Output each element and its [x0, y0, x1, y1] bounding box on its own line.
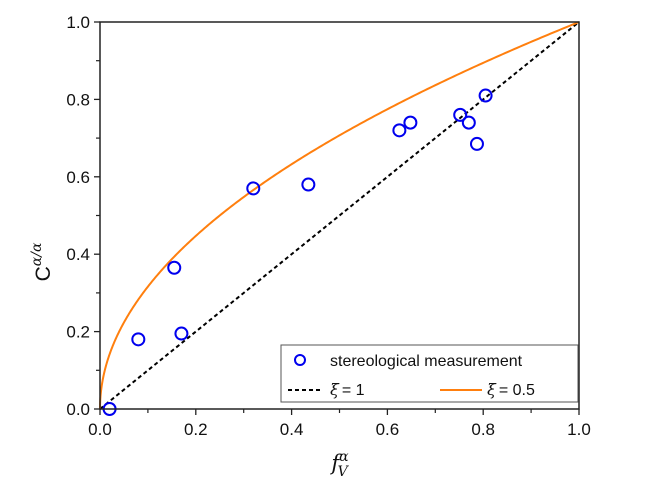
line-xi-0-5	[99, 21, 580, 410]
x-axis-title-main: f	[329, 451, 342, 475]
legend-label-scatter: stereological measurement	[330, 353, 523, 370]
data-point	[167, 260, 182, 275]
x-tick-label: 0.8	[471, 420, 495, 439]
data-point	[461, 115, 476, 130]
legend-label-xi1: ξ = 1	[330, 380, 365, 399]
data-point	[174, 326, 189, 341]
data-point	[246, 181, 261, 196]
legend: stereological measurement ξ = 1 ξ = 0.5	[280, 344, 579, 403]
x-axis: 0.0 0.2 0.4 0.6 0.8 1.0	[88, 409, 591, 439]
legend-xi05-symbol: ξ	[487, 380, 497, 399]
data-point	[392, 123, 407, 138]
curves-layer	[99, 21, 580, 410]
y-axis-title: Cα/α	[29, 242, 55, 281]
data-point	[469, 136, 484, 151]
y-axis-title-sup: α/α	[29, 242, 45, 266]
y-tick-label: 0.2	[66, 323, 90, 342]
y-tick-label: 0.6	[66, 168, 90, 187]
data-point	[478, 88, 493, 103]
x-axis-title: fα V	[329, 449, 349, 480]
legend-xi05-value: = 0.5	[499, 382, 535, 399]
x-axis-title-sup: α	[339, 449, 349, 465]
legend-xi1-value: = 1	[342, 382, 365, 399]
y-tick-label: 1.0	[66, 13, 90, 32]
x-tick-label: 0.2	[184, 420, 208, 439]
legend-xi1-symbol: ξ	[330, 380, 340, 399]
x-tick-label: 1.0	[567, 420, 591, 439]
x-tick-label: 0.6	[376, 420, 400, 439]
x-tick-label: 0.0	[88, 420, 112, 439]
x-tick-label: 0.4	[280, 420, 304, 439]
data-point	[403, 115, 418, 130]
data-point	[131, 332, 146, 347]
y-axis: 0.0 0.2 0.4 0.6 0.8 1.0	[66, 13, 100, 419]
line-xi-1	[99, 21, 580, 410]
points-layer	[102, 88, 493, 416]
x-axis-title-sub: V	[338, 464, 350, 480]
y-tick-label: 0.4	[66, 245, 90, 264]
data-point	[453, 107, 468, 122]
y-tick-label: 0.0	[66, 400, 90, 419]
y-tick-label: 0.8	[66, 90, 90, 109]
data-point	[301, 177, 316, 192]
legend-marker-scatter	[294, 354, 306, 366]
y-axis-title-main: C	[32, 266, 55, 281]
legend-label-xi05: ξ = 0.5	[487, 380, 535, 399]
legend-box	[280, 344, 579, 403]
